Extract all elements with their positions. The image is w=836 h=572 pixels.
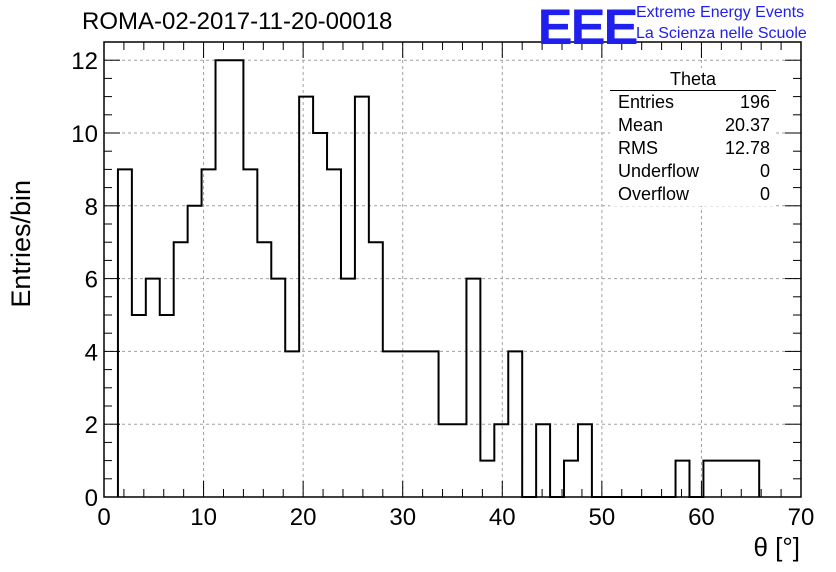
stats-label: Overflow xyxy=(618,184,690,204)
stats-label: Underflow xyxy=(618,161,700,181)
stats-label: Mean xyxy=(618,115,664,135)
plot-frame xyxy=(103,41,802,498)
histogram-bin xyxy=(243,169,257,497)
stats-value: 0 xyxy=(759,184,770,204)
histogram-bin xyxy=(216,60,230,497)
y-tick-label: 12 xyxy=(71,48,98,75)
histogram-bin xyxy=(745,461,759,497)
histogram-bin xyxy=(717,461,731,497)
histogram-bin xyxy=(466,279,480,497)
chart-title: ROMA-02-2017-11-20-00018 xyxy=(82,8,393,35)
x-tick-label: 30 xyxy=(389,504,416,531)
stats-value: 12.78 xyxy=(724,138,770,158)
x-tick-label: 60 xyxy=(688,504,715,531)
stats-row-overflow: Overflow 0 xyxy=(610,183,776,206)
stats-row-rms: RMS 12.78 xyxy=(610,137,776,160)
histogram-bin xyxy=(494,424,508,497)
histogram-bin xyxy=(341,279,355,497)
x-tick-label: 50 xyxy=(589,504,616,531)
stats-label: Entries xyxy=(618,92,675,112)
histogram-bin xyxy=(439,424,453,497)
stats-value: 196 xyxy=(739,92,770,112)
histogram-bin xyxy=(453,424,467,497)
histogram-bin xyxy=(146,279,160,497)
histogram-bin xyxy=(174,242,188,497)
stats-box: Theta Entries 196 Mean 20.37 RMS 12.78 U… xyxy=(610,68,776,206)
stats-value: 0 xyxy=(759,161,770,181)
y-tick-label: 6 xyxy=(85,267,98,294)
histogram-bin xyxy=(536,424,550,497)
logo-subtitle-line1: Extreme Energy Events xyxy=(636,4,805,21)
y-axis-label: Entries/bin xyxy=(6,180,36,308)
histogram-bin xyxy=(313,133,327,497)
histogram-bin xyxy=(299,97,313,497)
histogram-bin xyxy=(564,461,578,497)
histogram-bin xyxy=(257,242,271,497)
stats-row-underflow: Underflow 0 xyxy=(610,160,776,183)
histogram-bin xyxy=(676,461,690,497)
y-tick-label: 8 xyxy=(85,194,98,221)
histogram-bin xyxy=(703,461,717,497)
logo-subtitle-line2: La Scienza nelle Scuole xyxy=(636,25,807,42)
histogram-bin xyxy=(160,315,174,497)
histogram-bin xyxy=(731,461,745,497)
stats-row-entries: Entries 196 xyxy=(610,91,776,114)
y-tick-label: 0 xyxy=(85,485,98,512)
histogram-bin xyxy=(578,424,592,497)
histogram-bin xyxy=(132,315,146,497)
stats-row-mean: Mean 20.37 xyxy=(610,114,776,137)
histogram-bin xyxy=(118,169,132,497)
stats-label: RMS xyxy=(618,138,658,158)
x-axis-label: θ [°] xyxy=(753,532,800,562)
x-tick-label: 20 xyxy=(290,504,317,531)
histogram-bin xyxy=(271,279,285,497)
eee-logo: EEE xyxy=(537,0,639,55)
y-tick-label: 10 xyxy=(71,121,98,148)
stats-title: Theta xyxy=(610,68,776,91)
x-tick-label: 0 xyxy=(97,504,110,531)
x-tick-label: 70 xyxy=(788,504,815,531)
histogram-bin xyxy=(369,242,383,497)
histogram-bin xyxy=(327,169,341,497)
y-tick-label: 4 xyxy=(85,339,98,366)
x-tick-label: 10 xyxy=(190,504,217,531)
stats-value: 20.37 xyxy=(724,115,770,135)
histogram-bin xyxy=(355,97,369,497)
y-tick-label: 2 xyxy=(85,412,98,439)
x-tick-label: 40 xyxy=(489,504,516,531)
